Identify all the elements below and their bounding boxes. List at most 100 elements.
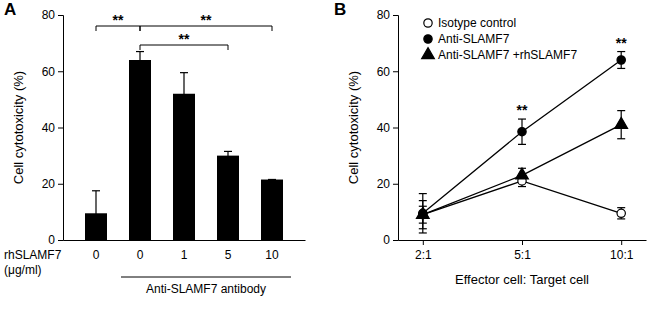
x-tick-label: 5 [225,248,232,262]
x-tick-mark [423,240,424,245]
x-axis: 001510 [64,240,306,262]
error-bar-cap [180,114,188,115]
error-bar-cap [92,235,100,236]
y-axis-title: Cell cytotoxicity (%) [346,71,361,184]
error-bar-stem [139,52,140,69]
x-tick-label: 0 [93,248,100,262]
plot-area [416,52,627,233]
error-bar-cap [617,68,625,69]
error-bar-cap [617,207,625,208]
x-tick-mark [621,240,622,245]
error-bar-cap [617,110,625,111]
significance-label: ** [616,35,627,51]
marker [516,168,529,179]
significance-label: ** [113,12,124,28]
y-tick: 0 [48,233,63,247]
plot-area [85,52,283,240]
y-tick-mark [58,240,63,241]
legend: Isotype control Anti-SLAMF7 Anti-SLAMF7 +r… [422,16,578,62]
marker [518,128,526,136]
marker [617,209,625,217]
legend-label: Anti-SLAMF7 +rhSLAMF7 [438,48,577,62]
error-bar-cap [419,232,427,233]
series-line [423,60,621,213]
x-tick-label: 0 [137,248,144,262]
bar [261,180,283,240]
y-tick-label: 0 [48,233,55,247]
y-axis-title: Cell cytotoxicity (%) [11,71,26,184]
y-tick-label: 80 [42,8,56,22]
error-bar-cap [92,190,100,191]
x-tick-label: 2:1 [415,248,432,262]
error-bar-cap [224,151,232,152]
error-bar-cap [617,51,625,52]
error-bar-cap [180,72,188,73]
x-axis-title-line: rhSLAMF7 [4,248,62,262]
bar [173,94,195,240]
legend-label: Isotype control [438,16,516,30]
significance-label: ** [517,102,528,118]
error-bar [617,52,625,69]
error-bar [518,119,526,144]
y-tick-label: 80 [377,8,391,22]
error-bar [617,208,625,219]
x-tick: 5 [225,240,232,262]
y-tick-label: 40 [42,121,56,135]
error-bar-cap [268,179,276,180]
x-tick: 10 [265,240,279,262]
y-tick: 80 [42,8,63,22]
error-bar-stem [183,73,184,115]
error-bar-cap [518,118,526,119]
legend-item: Anti-SLAMF7 +rhSLAMF7 [422,48,578,62]
series-line [423,125,621,215]
x-tick: 10:1 [610,240,634,262]
group-line [121,277,291,278]
error-bar-stem [95,191,96,236]
marker [416,207,429,218]
x-axis: 2:1 5:1 10:1 [399,240,647,262]
x-tick-label: 10:1 [610,248,634,262]
x-tick: 5:1 [514,240,531,262]
error-bar-cap [419,200,427,201]
error-bar-cap [224,159,232,160]
x-axis-title-line: (μg/ml) [4,263,42,277]
x-tick: 0 [137,240,144,262]
error-bar-cap [419,228,427,229]
x-axis-title: Effector cell: Target cell [455,272,589,287]
y-tick-label: 0 [383,233,390,247]
y-tick-mark [393,15,398,16]
figure: A020406080Cell cytotoxicity (%)001510rhS… [0,0,650,312]
y-tick-mark [393,128,398,129]
x-tick-mark [522,240,523,245]
x-tick: 2:1 [415,240,432,262]
error-bar-cap [518,186,526,187]
y-tick: 80 [377,8,398,22]
legend-marker [422,48,435,59]
legend-item: Anti-SLAMF7 [424,32,510,46]
bar-chart: A020406080Cell cytotoxicity (%)001510rhS… [4,0,306,296]
significance-label: ** [201,12,212,28]
y-tick-label: 60 [42,65,56,79]
y-axis: 0 20 40 60 80 [42,8,64,247]
error-bar [224,151,232,159]
error-bar [136,52,144,69]
y-tick-label: 40 [377,121,391,135]
y-tick-label: 20 [377,177,391,191]
y-tick: 40 [377,121,398,135]
y-tick-mark [393,71,398,72]
bar [217,156,239,240]
error-bar [92,191,100,236]
y-tick-mark [393,240,398,241]
y-tick-label: 20 [42,177,56,191]
y-tick-mark [58,71,63,72]
error-bar-cap [419,193,427,194]
error-bar-stem [227,151,228,159]
error-bar-cap [136,68,144,69]
error-bar-cap [617,218,625,219]
error-bar-cap [268,179,276,180]
panel-label: A [4,0,16,19]
marker [615,117,628,128]
legend-item: Isotype control [424,16,516,30]
y-axis-line [393,16,399,241]
error-bar-cap [136,51,144,52]
